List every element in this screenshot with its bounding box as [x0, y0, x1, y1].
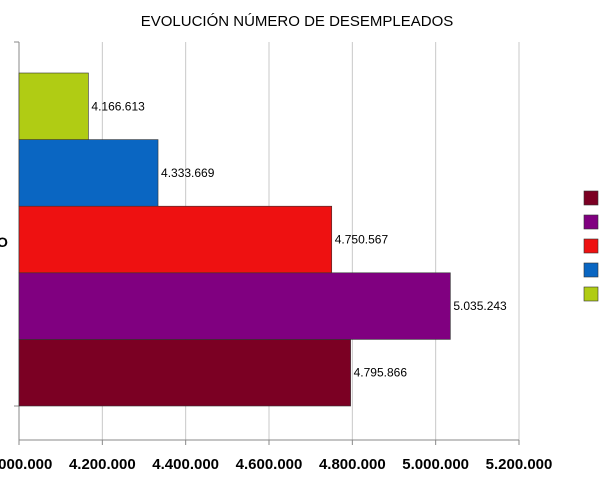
category-label: O	[0, 234, 8, 250]
bar-value-label: 4.795.866	[354, 366, 408, 380]
bars	[18, 72, 451, 407]
bar	[18, 272, 451, 340]
chart-title: EVOLUCIÓN NÚMERO DE DESEMPLEADOS	[141, 13, 454, 30]
bar-value-label: 4.750.567	[335, 233, 389, 247]
x-tick-label: 4.400.000	[152, 456, 219, 473]
legend-swatch	[583, 262, 599, 278]
legend-swatch	[583, 190, 599, 206]
x-tick-label: 4.200.000	[69, 456, 136, 473]
bar	[18, 205, 333, 274]
bar-value-label: 4.333.669	[161, 166, 215, 180]
bar	[18, 139, 159, 207]
data-labels: 4.795.866 5.035.243 4.750.567 4.333.669 4.16…	[91, 99, 507, 379]
x-tick-label: 4.600.000	[236, 456, 303, 473]
bar-value-label: 4.166.613	[91, 99, 145, 113]
x-tick-label: 5.000.000	[402, 456, 469, 473]
bar-value-label: 5.035.243	[453, 299, 507, 313]
x-tick-label: 5.200.000	[486, 456, 553, 473]
legend	[583, 190, 599, 302]
legend-swatch	[583, 214, 599, 230]
bar	[18, 339, 351, 407]
x-axis: 4.000.000 4.200.000 4.400.000 4.600.000 4.80…	[0, 41, 553, 473]
legend-swatch	[583, 286, 599, 302]
x-tick-label: 4.800.000	[319, 456, 386, 473]
bar	[18, 72, 89, 140]
x-tick-label: 4.000.000	[0, 456, 52, 473]
legend-swatch	[583, 238, 599, 254]
